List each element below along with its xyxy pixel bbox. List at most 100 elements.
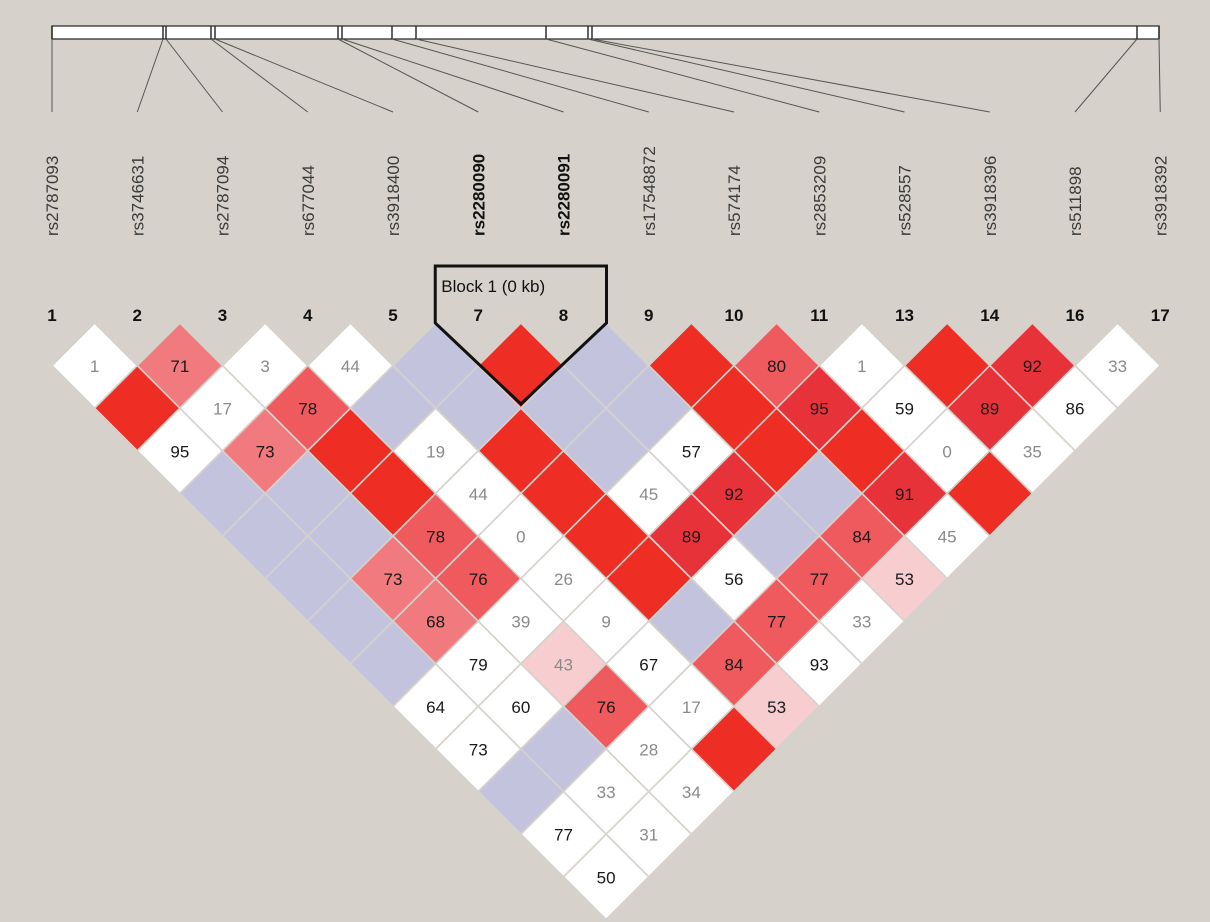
ld-value: 92 — [1023, 357, 1042, 376]
snp-index: 3 — [218, 306, 227, 325]
ld-value: 33 — [597, 783, 616, 802]
ld-value: 17 — [682, 698, 701, 717]
snp-name: rs3918392 — [1151, 156, 1170, 236]
ld-value: 45 — [938, 528, 957, 547]
snp-name: rs574174 — [725, 165, 744, 236]
snp-name-labels: rs2787093 rs3746631 rs2787094 rs677044 rs391… — [43, 146, 1170, 236]
ld-value: 33 — [1108, 357, 1127, 376]
ld-value: 77 — [767, 613, 786, 632]
snp-name: rs2853209 — [810, 156, 829, 236]
snp-connector — [1158, 38, 1161, 113]
snp-name: rs528557 — [896, 165, 915, 236]
ld-value: 1 — [90, 357, 99, 376]
snp-index: 10 — [725, 306, 744, 325]
snp-name: rs511898 — [1066, 166, 1085, 236]
ld-cell — [562, 833, 650, 921]
ld-value: 39 — [511, 613, 530, 632]
snp-index: 16 — [1066, 306, 1085, 325]
snp-connector — [337, 38, 479, 113]
ld-value: 89 — [980, 400, 999, 419]
haplotype-block: Block 1 (0 kb) — [433, 264, 608, 407]
ld-value: 76 — [469, 570, 488, 589]
ld-value: 1 — [857, 357, 866, 376]
snp-name: rs2280091 — [555, 154, 574, 236]
ld-value: 45 — [639, 485, 658, 504]
ld-value: 44 — [341, 357, 360, 376]
ld-value: 28 — [639, 741, 658, 760]
snp-name: rs2787093 — [43, 156, 62, 236]
ld-value: 33 — [852, 613, 871, 632]
ld-value: 57 — [682, 442, 701, 461]
snp-name: rs17548872 — [640, 146, 659, 236]
ld-value: 78 — [298, 400, 317, 419]
ld-value: 59 — [895, 400, 914, 419]
ld-value: 0 — [942, 442, 951, 461]
ld-value: 60 — [511, 698, 530, 717]
ld-value: 73 — [469, 741, 488, 760]
snp-index: 1 — [47, 306, 56, 325]
ld-value: 9 — [601, 613, 610, 632]
ld-value: 43 — [554, 655, 573, 674]
snp-connector — [591, 38, 990, 113]
ld-value: 93 — [810, 655, 829, 674]
ld-value: 89 — [682, 528, 701, 547]
ld-value: 95 — [810, 400, 829, 419]
ld-value: 53 — [895, 570, 914, 589]
ld-value: 95 — [170, 442, 189, 461]
snp-name: rs677044 — [299, 165, 318, 236]
snp-connector — [214, 38, 394, 113]
ld-value: 35 — [1023, 442, 1042, 461]
snp-index: 7 — [474, 306, 483, 325]
snp-index: 17 — [1151, 306, 1170, 325]
ld-value: 64 — [426, 698, 445, 717]
chromosome-bar — [51, 25, 1160, 40]
snp-index: 9 — [644, 306, 653, 325]
snp-connector — [165, 38, 223, 113]
ld-value: 73 — [384, 570, 403, 589]
ld-value: 67 — [639, 655, 658, 674]
snp-index: 2 — [133, 306, 142, 325]
ld-value: 92 — [725, 485, 744, 504]
ld-value: 19 — [426, 442, 445, 461]
ld-value: 34 — [682, 783, 701, 802]
snp-name: rs3918400 — [384, 156, 403, 236]
snp-name: rs2787094 — [214, 156, 233, 236]
snp-connector — [210, 38, 309, 113]
snp-connector — [545, 38, 820, 113]
ld-value: 86 — [1066, 400, 1085, 419]
ld-value: 76 — [597, 698, 616, 717]
snp-index: 11 — [810, 306, 828, 325]
snp-connector — [1074, 38, 1138, 113]
chromosome-track — [51, 25, 1160, 40]
ld-value: 84 — [852, 528, 871, 547]
snp-connector — [587, 38, 905, 113]
ld-value: 78 — [426, 528, 445, 547]
ld-value: 0 — [516, 528, 525, 547]
ld-value: 31 — [639, 826, 658, 845]
ld-value: 3 — [260, 357, 269, 376]
ld-value: 73 — [256, 442, 275, 461]
ld-value: 68 — [426, 613, 445, 632]
snp-name: rs2280090 — [469, 154, 488, 236]
block-outline — [433, 264, 608, 407]
snp-index: 5 — [388, 306, 397, 325]
ld-value: 77 — [810, 570, 829, 589]
ld-value: 91 — [895, 485, 914, 504]
snp-index: 4 — [303, 306, 313, 325]
snp-connector — [391, 38, 649, 113]
ld-value: 77 — [554, 826, 573, 845]
snp-connector — [341, 38, 564, 113]
snp-connector-lines — [51, 38, 1161, 113]
ld-value: 71 — [170, 357, 189, 376]
block-label: Block 1 (0 kb) — [441, 277, 545, 296]
ld-value: 44 — [469, 485, 488, 504]
snp-index: 13 — [895, 306, 914, 325]
ld-value: 17 — [213, 400, 232, 419]
ld-value: 56 — [725, 570, 744, 589]
snp-connector — [136, 38, 164, 113]
snp-name: rs3918396 — [981, 156, 1000, 236]
ld-value: 53 — [767, 698, 786, 717]
